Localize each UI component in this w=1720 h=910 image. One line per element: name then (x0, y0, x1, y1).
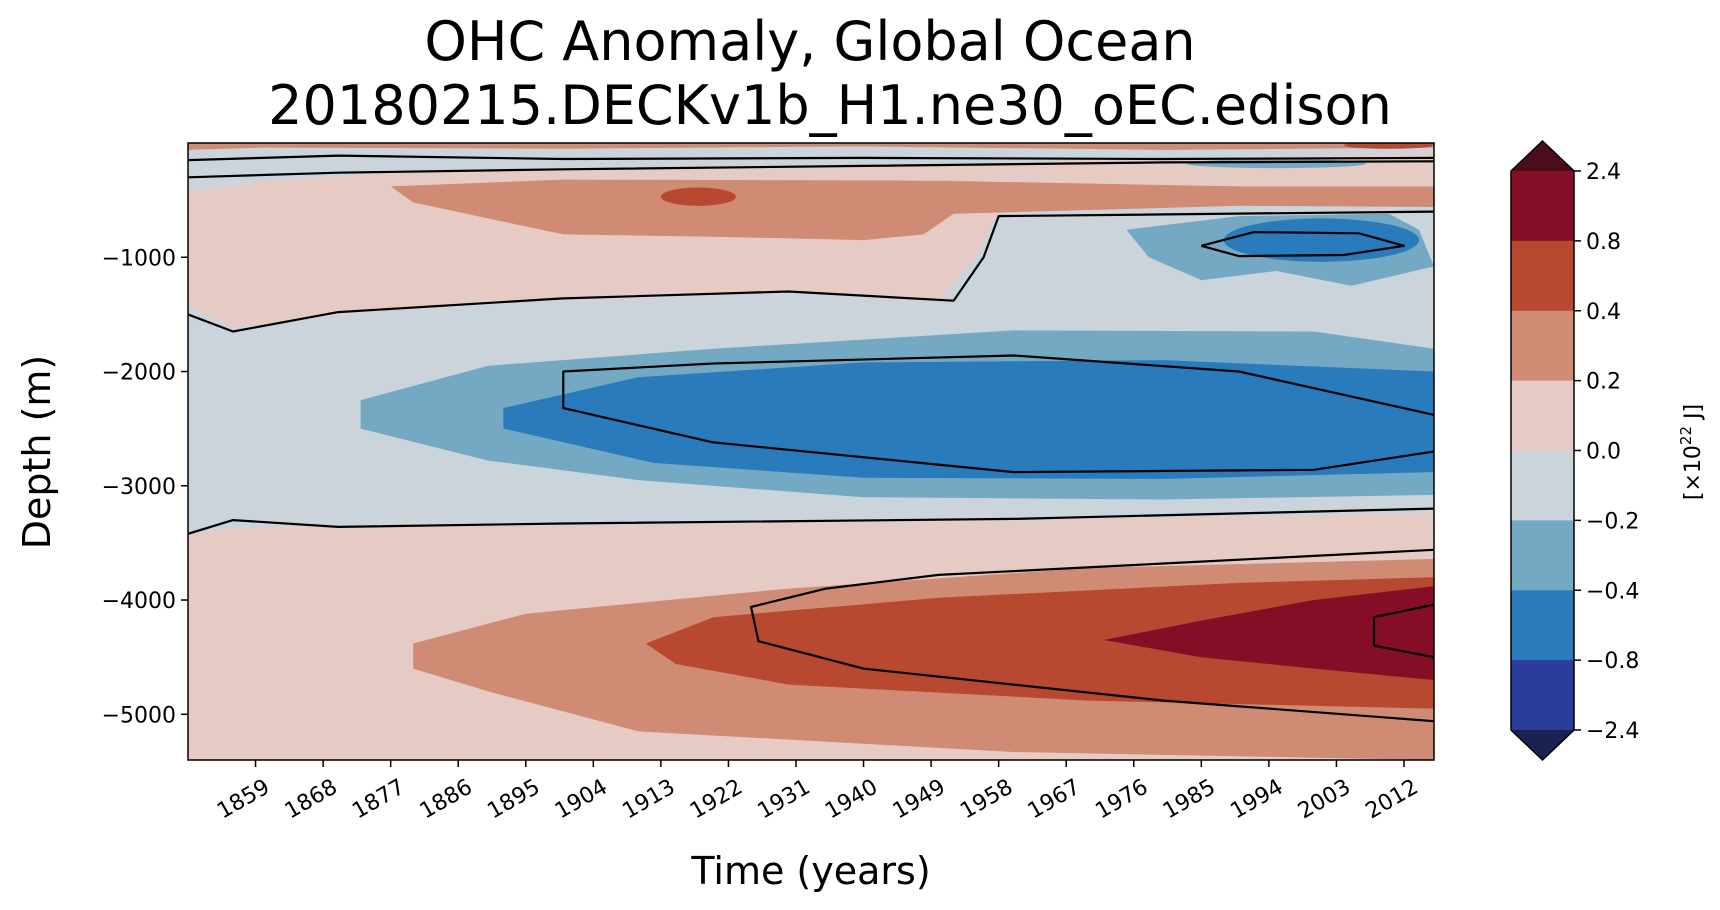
x-tick-label-1895: 1895 (483, 775, 544, 825)
colorbar-bin-7 (1511, 171, 1574, 242)
x-tick-label-1868: 1868 (281, 775, 342, 825)
colorbar-bin-5 (1511, 310, 1574, 382)
contour-line-4 (1201, 231, 1406, 258)
colorbar-tick-label-2: −0.4 (1586, 579, 1639, 604)
contour-line-3 (562, 354, 1434, 474)
x-tick-label-1949: 1949 (889, 775, 950, 825)
y-tick-label-3: −4000 (102, 589, 176, 614)
x-axis-label: Time (years) (690, 849, 930, 893)
colorbar-bin-4 (1511, 380, 1574, 451)
chart-title-line-1: OHC Anomaly, Global Ocean (424, 10, 1196, 73)
region-deep-lens-core (1103, 586, 1434, 680)
contour-line-5 (749, 548, 1434, 723)
x-tick-label-1940: 1940 (821, 775, 882, 825)
colorbar-tick-label-0: −2.4 (1586, 719, 1639, 744)
y-tick-label-4: −5000 (102, 703, 176, 728)
colorbar-tick-label-7: 0.8 (1586, 230, 1621, 255)
x-tick-label-1922: 1922 (686, 775, 747, 825)
x-axis: 1859 1868 1877 1886 1895 1904 1913 1922 1931 1940… (213, 760, 1423, 825)
contour-line-6 (1372, 603, 1434, 659)
colorbar-extend-high (1511, 141, 1574, 171)
x-tick-label-1859: 1859 (213, 775, 274, 825)
x-tick-label-2003: 2003 (1294, 775, 1355, 825)
region-surface-negative (188, 143, 1434, 193)
x-tick-label-2012: 2012 (1362, 775, 1423, 825)
x-tick-label-1877: 1877 (348, 775, 409, 825)
region-mid-lens-core (503, 360, 1434, 479)
y-axis-label: Depth (m) (15, 355, 59, 550)
plot-frame (187, 142, 1435, 761)
colorbar-tick-label-6: 0.4 (1586, 300, 1621, 325)
y-tick-label-0: −1000 (102, 246, 176, 271)
colorbar-bin-2 (1511, 520, 1574, 591)
colorbar-tick-label-3: −0.2 (1586, 509, 1639, 534)
colorbar-tick-label-4: 0.0 (1586, 440, 1621, 465)
colorbar-bin-6 (1511, 240, 1574, 312)
colorbar-tick-label-1: −0.8 (1586, 649, 1639, 674)
region-upper-positive (390, 179, 1434, 241)
region-surface-cool-spot (1186, 158, 1367, 169)
y-tick-label-2: −3000 (102, 475, 176, 500)
y-tick-label-1: −2000 (102, 361, 176, 386)
plot-area (188, 143, 1434, 760)
x-tick-label-1976: 1976 (1091, 775, 1152, 825)
region-surface-warm-spot (1343, 143, 1434, 149)
colorbar: −2.4 −0.8 −0.4 −0.2 0.0 0.2 0.4 0.8 2.4 (1510, 139, 1639, 762)
contour-line-2 (188, 507, 1434, 535)
contour-line-1 (188, 210, 1434, 333)
colorbar-label: [×1022 J] (1677, 404, 1706, 500)
region-deep-lens-mid (645, 577, 1434, 709)
y-axis: −1000 −2000 −3000 −4000 −5000 (102, 246, 188, 728)
x-tick-label-1994: 1994 (1226, 775, 1287, 825)
chart-title-line-2: 20180215.DECKv1b_H1.ne30_oEC.edison (268, 74, 1392, 137)
colorbar-extend-low (1511, 730, 1574, 760)
x-tick-label-1958: 1958 (956, 775, 1017, 825)
colorbar-tick-label-5: 0.2 (1586, 370, 1621, 395)
colorbar-bin-0 (1511, 660, 1574, 731)
colorbar-bin-3 (1511, 450, 1574, 521)
region-surface-positive (188, 143, 1434, 150)
region-upper-positive-spot (660, 187, 736, 206)
contour-line-7 (188, 154, 1434, 162)
x-tick-label-1904: 1904 (551, 775, 612, 825)
contour-line-8 (188, 160, 1434, 179)
x-tick-label-1967: 1967 (1024, 775, 1085, 825)
x-tick-label-1913: 1913 (618, 775, 679, 825)
x-tick-label-1931: 1931 (754, 775, 815, 825)
x-tick-label-1985: 1985 (1159, 775, 1220, 825)
x-tick-label-1886: 1886 (416, 775, 477, 825)
colorbar-tick-label-8: 2.4 (1586, 160, 1621, 185)
colorbar-bin-1 (1511, 590, 1574, 661)
